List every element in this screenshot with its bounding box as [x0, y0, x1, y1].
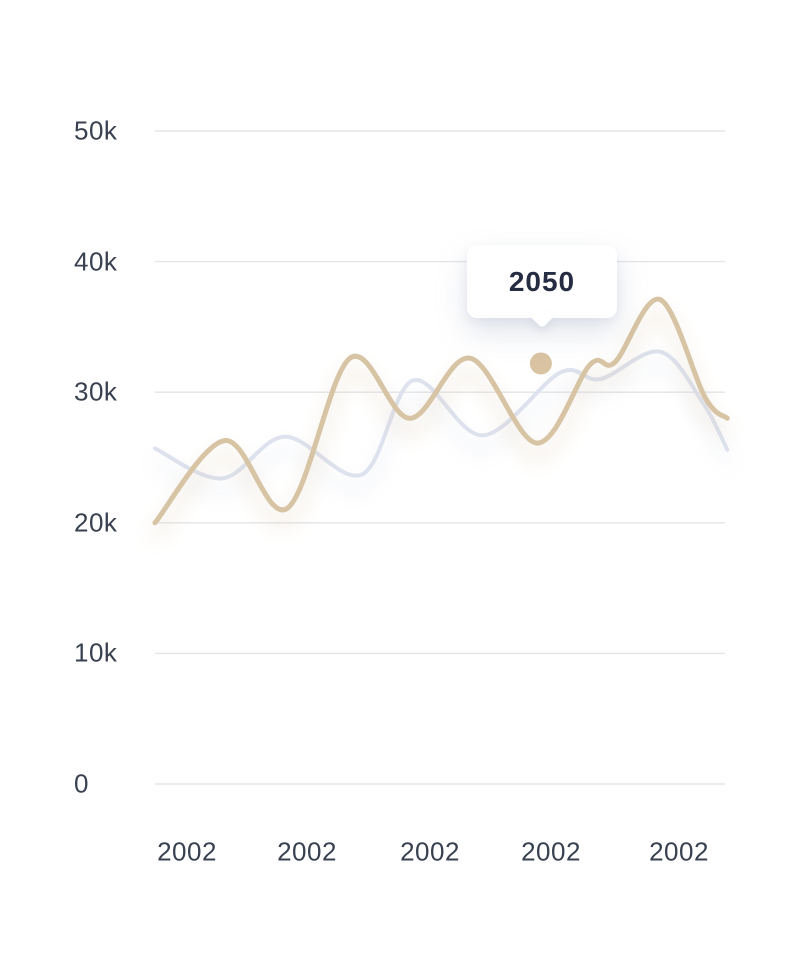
y-tick-label: 30k — [74, 376, 118, 407]
x-tick-label: 2002 — [157, 836, 217, 867]
tooltip-value: 2050 — [508, 265, 576, 297]
y-tick-label: 50k — [74, 115, 118, 146]
series-line-muted-series — [153, 349, 730, 481]
y-tick-label: 10k — [74, 637, 118, 668]
tooltip-marker-dot[interactable] — [529, 352, 552, 375]
x-tick-label: 2002 — [521, 836, 581, 867]
x-tick-label: 2002 — [277, 836, 337, 867]
x-tick-label: 2002 — [649, 836, 709, 867]
tooltip: 2050 — [467, 245, 617, 329]
y-tick-label: 40k — [74, 246, 118, 277]
y-tick-label: 0 — [74, 768, 89, 799]
x-tick-label: 2002 — [400, 836, 460, 867]
y-tick-label: 20k — [74, 507, 118, 538]
series-line-highlight-series — [152, 296, 730, 526]
